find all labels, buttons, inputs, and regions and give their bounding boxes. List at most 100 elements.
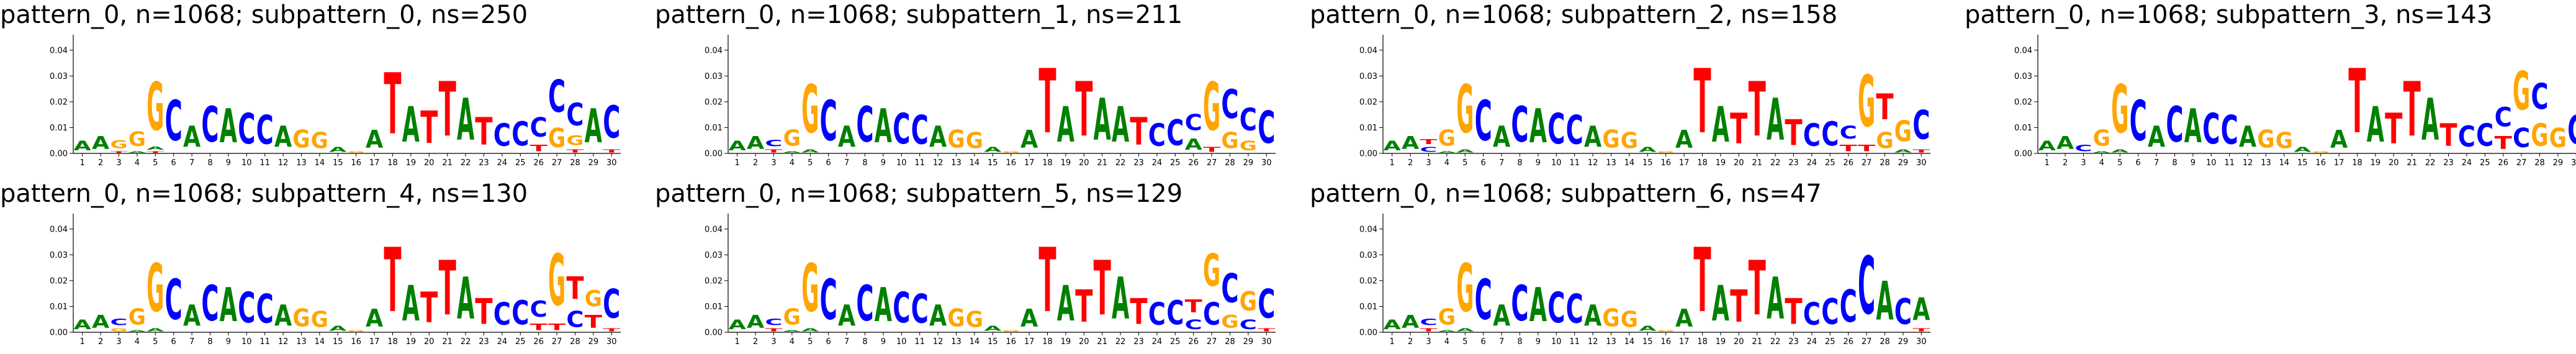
x-tick-label: 18 [1697,158,1708,168]
x-tick-label: 6 [1481,337,1486,347]
logo-letter-T: T [1785,291,1802,332]
x-tick-label: 10 [2206,158,2217,168]
logo-letter-G: G [1221,129,1238,154]
logo-letter-C: C [493,297,511,332]
x-tick-label: 3 [1426,337,1431,347]
logo-letter-glyph: C [238,283,255,332]
panel-title: pattern_0, n=1068; subpattern_4, ns=130 [0,179,528,208]
logo-letter-A: A [1384,317,1401,333]
logo-letter-G: G [1438,126,1456,152]
logo-letter-glyph: C [911,286,929,332]
logo-letter-glyph: T [2348,50,2366,153]
logo-letter-glyph: A [128,151,146,153]
logo-letter-C: C [1821,292,1839,333]
logo-letter-A: A [1584,299,1601,332]
logo-letter-glyph: C [238,104,255,153]
logo-letter-C: C [1511,276,1528,332]
x-tick-label: 12 [278,337,289,347]
logo-letter-A: A [838,120,855,153]
logo-letter-C: C [110,317,127,327]
logo-letter-A: A [929,120,947,153]
logo-letter-glyph: C [1148,297,1166,332]
logo-letter-glyph: C [1240,317,1257,333]
logo-letter-G: G [801,250,819,327]
panel-title: pattern_0, n=1068; subpattern_6, ns=47 [1310,179,1822,208]
logo-letter-T: T [2385,105,2402,153]
logo-letter-A: A [220,278,238,332]
logo-letter-T: T [603,148,621,153]
logo-letter-glyph: G [947,125,965,154]
y-tick-label: 0.04 [50,225,68,234]
logo-letter-glyph: G [1438,126,1456,152]
logo-letter-glyph: C [1203,297,1220,332]
logo-letter-glyph: C [1258,281,1275,327]
logo-letter-G: G [548,240,565,322]
x-tick-label: 2 [2063,158,2068,168]
logo-letter-C: C [256,286,274,332]
y-tick-label: 0.02 [705,98,723,107]
x-tick-label: 16 [1660,337,1671,347]
x-tick-label: 19 [1716,158,1726,168]
logo-letter-glyph: A [74,138,91,154]
logo-letter-glyph: C [2202,104,2220,153]
x-tick-label: 19 [2371,158,2381,168]
logo-panel-5: pattern_0, n=1068; subpattern_5, ns=129 … [655,179,1282,353]
x-tick-label: 29 [1898,158,1909,168]
x-tick-label: 11 [1569,158,1580,168]
x-tick-label: 10 [241,337,252,347]
logo-letter-glyph: A [1894,148,1912,153]
logo-letter-T: T [530,322,547,333]
logo-letter-glyph: C [511,294,529,332]
logo-letter-A: A [2184,99,2202,153]
logo-letter-glyph: C [1840,281,1857,332]
logo-letter-glyph: G [1602,304,1619,333]
logo-letter-C: C [1240,102,1257,138]
logo-letter-A: A [1493,120,1510,153]
x-tick-label: 21 [1097,158,1107,168]
logo-letter-T: T [1420,327,1438,332]
logo-letter-C: C [238,104,255,153]
logo-letter-glyph: T [420,102,438,153]
logo-letter-G: G [1221,312,1238,332]
logo-letter-G: G [2549,123,2567,154]
logo-letter-glyph: T [1840,143,1857,154]
logo-letter-T: T [1185,297,1202,317]
logo-letter-A: A [1057,276,1074,332]
logo-letter-G: G [348,151,365,153]
logo-letter-glyph: A [457,86,474,153]
logo-letter-T: T [1840,143,1857,154]
logo-letter-glyph: G [1240,138,1257,153]
logo-letter-T: T [1749,245,1766,332]
logo-letter-C: C [2476,118,2493,153]
x-tick-label: 14 [970,337,980,347]
x-tick-label: 11 [2224,158,2235,168]
x-tick-label: 17 [2334,158,2344,168]
logo-letter-C: C [1221,266,1238,312]
x-tick-label: 23 [1133,158,1144,168]
logo-letter-glyph: C [2531,77,2548,118]
logo-letter-G: G [1456,250,1474,327]
logo-letter-G: G [1602,304,1619,333]
x-tick-label: 7 [189,158,194,168]
x-tick-label: 8 [1517,337,1522,347]
x-tick-label: 23 [1788,158,1799,168]
logo-letter-C: C [493,118,511,153]
y-tick-label: 0.02 [1359,276,1377,286]
x-tick-label: 21 [442,158,453,168]
logo-panel-4: pattern_0, n=1068; subpattern_4, ns=130 … [0,179,627,353]
x-tick-label: 5 [808,158,813,168]
x-tick-label: 30 [1261,158,1272,168]
x-tick-label: 10 [896,337,907,347]
logo-letter-glyph: C [893,104,910,153]
logo-letter-glyph: C [1475,89,1492,154]
x-tick-label: 15 [1642,158,1653,168]
logo-panel-3: pattern_0, n=1068; subpattern_3, ns=143 … [1965,0,2576,174]
logo-letter-T: T [384,229,401,332]
x-tick-label: 6 [826,158,831,168]
logo-letter-glyph: C [603,281,620,327]
logo-letter-G: G [1621,307,1638,333]
logo-letter-G: G [2093,126,2110,152]
logo-letter-G: G [1621,129,1638,154]
x-tick-label: 21 [1097,337,1107,347]
y-tick-label: 0.00 [1359,329,1377,338]
